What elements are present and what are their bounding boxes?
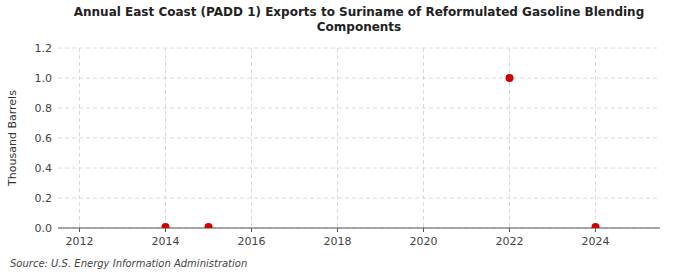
- point: [592, 223, 600, 228]
- source: Source: U.S. Energy Information Administ…: [10, 258, 247, 269]
- x-tick-label: 2014: [152, 235, 180, 248]
- x-tick-label: 2012: [66, 235, 94, 248]
- chart-container: Annual East Coast (PADD 1) Exports to Su…: [0, 0, 675, 275]
- y-grid-line: [58, 198, 660, 199]
- point: [162, 223, 170, 228]
- x-tick-mark: [423, 228, 424, 232]
- y-tick-label: 1.2: [35, 42, 53, 55]
- x-grid-line: [79, 48, 80, 228]
- x-grid-line: [423, 48, 424, 228]
- y-grid-line: [58, 168, 660, 169]
- x-tick-label: 2022: [496, 235, 524, 248]
- y-tick-label: 0.2: [35, 192, 53, 205]
- y-grid-line: [58, 78, 660, 79]
- title-line: Annual East Coast (PADD 1) Exports to Su…: [74, 5, 645, 19]
- points: [162, 74, 600, 228]
- x-tick-label: 2018: [324, 235, 352, 248]
- y-tick-label: 0.0: [35, 222, 53, 235]
- y-tick-label: 0.6: [35, 132, 53, 145]
- x-axis-line: [58, 228, 660, 229]
- title: Annual East Coast (PADD 1) Exports to Su…: [74, 5, 645, 34]
- x-grid-line: [165, 48, 166, 228]
- x-tick-label: 2020: [410, 235, 438, 248]
- grid: [58, 48, 660, 228]
- y-tick-label: 1.0: [35, 72, 53, 85]
- background: [0, 0, 675, 275]
- y-grid-line: [58, 108, 660, 109]
- y-grid-line: [58, 48, 660, 49]
- point: [205, 223, 213, 228]
- x-tick-mark: [509, 228, 510, 232]
- y-grid-line: [58, 138, 660, 139]
- x-tick-label: 2016: [238, 235, 266, 248]
- x-tick-mark: [79, 228, 80, 232]
- x-grid-line: [337, 48, 338, 228]
- y-grid-line: [58, 228, 660, 229]
- x-tick-mark: [337, 228, 338, 232]
- x-tick-mark: [595, 228, 596, 232]
- x-grid-line: [595, 48, 596, 228]
- chart-svg: Annual East Coast (PADD 1) Exports to Su…: [0, 0, 675, 275]
- y-tick-label: 0.8: [35, 102, 53, 115]
- x-tick-label: 2024: [582, 235, 610, 248]
- y-tick-label: 0.4: [35, 162, 53, 175]
- x-tick-mark: [251, 228, 252, 232]
- title-line: Components: [317, 20, 402, 34]
- x-grid-line: [251, 48, 252, 228]
- x-tick-mark: [165, 228, 166, 232]
- y-axis-label: Thousand Barrels: [6, 90, 19, 187]
- point: [506, 74, 514, 82]
